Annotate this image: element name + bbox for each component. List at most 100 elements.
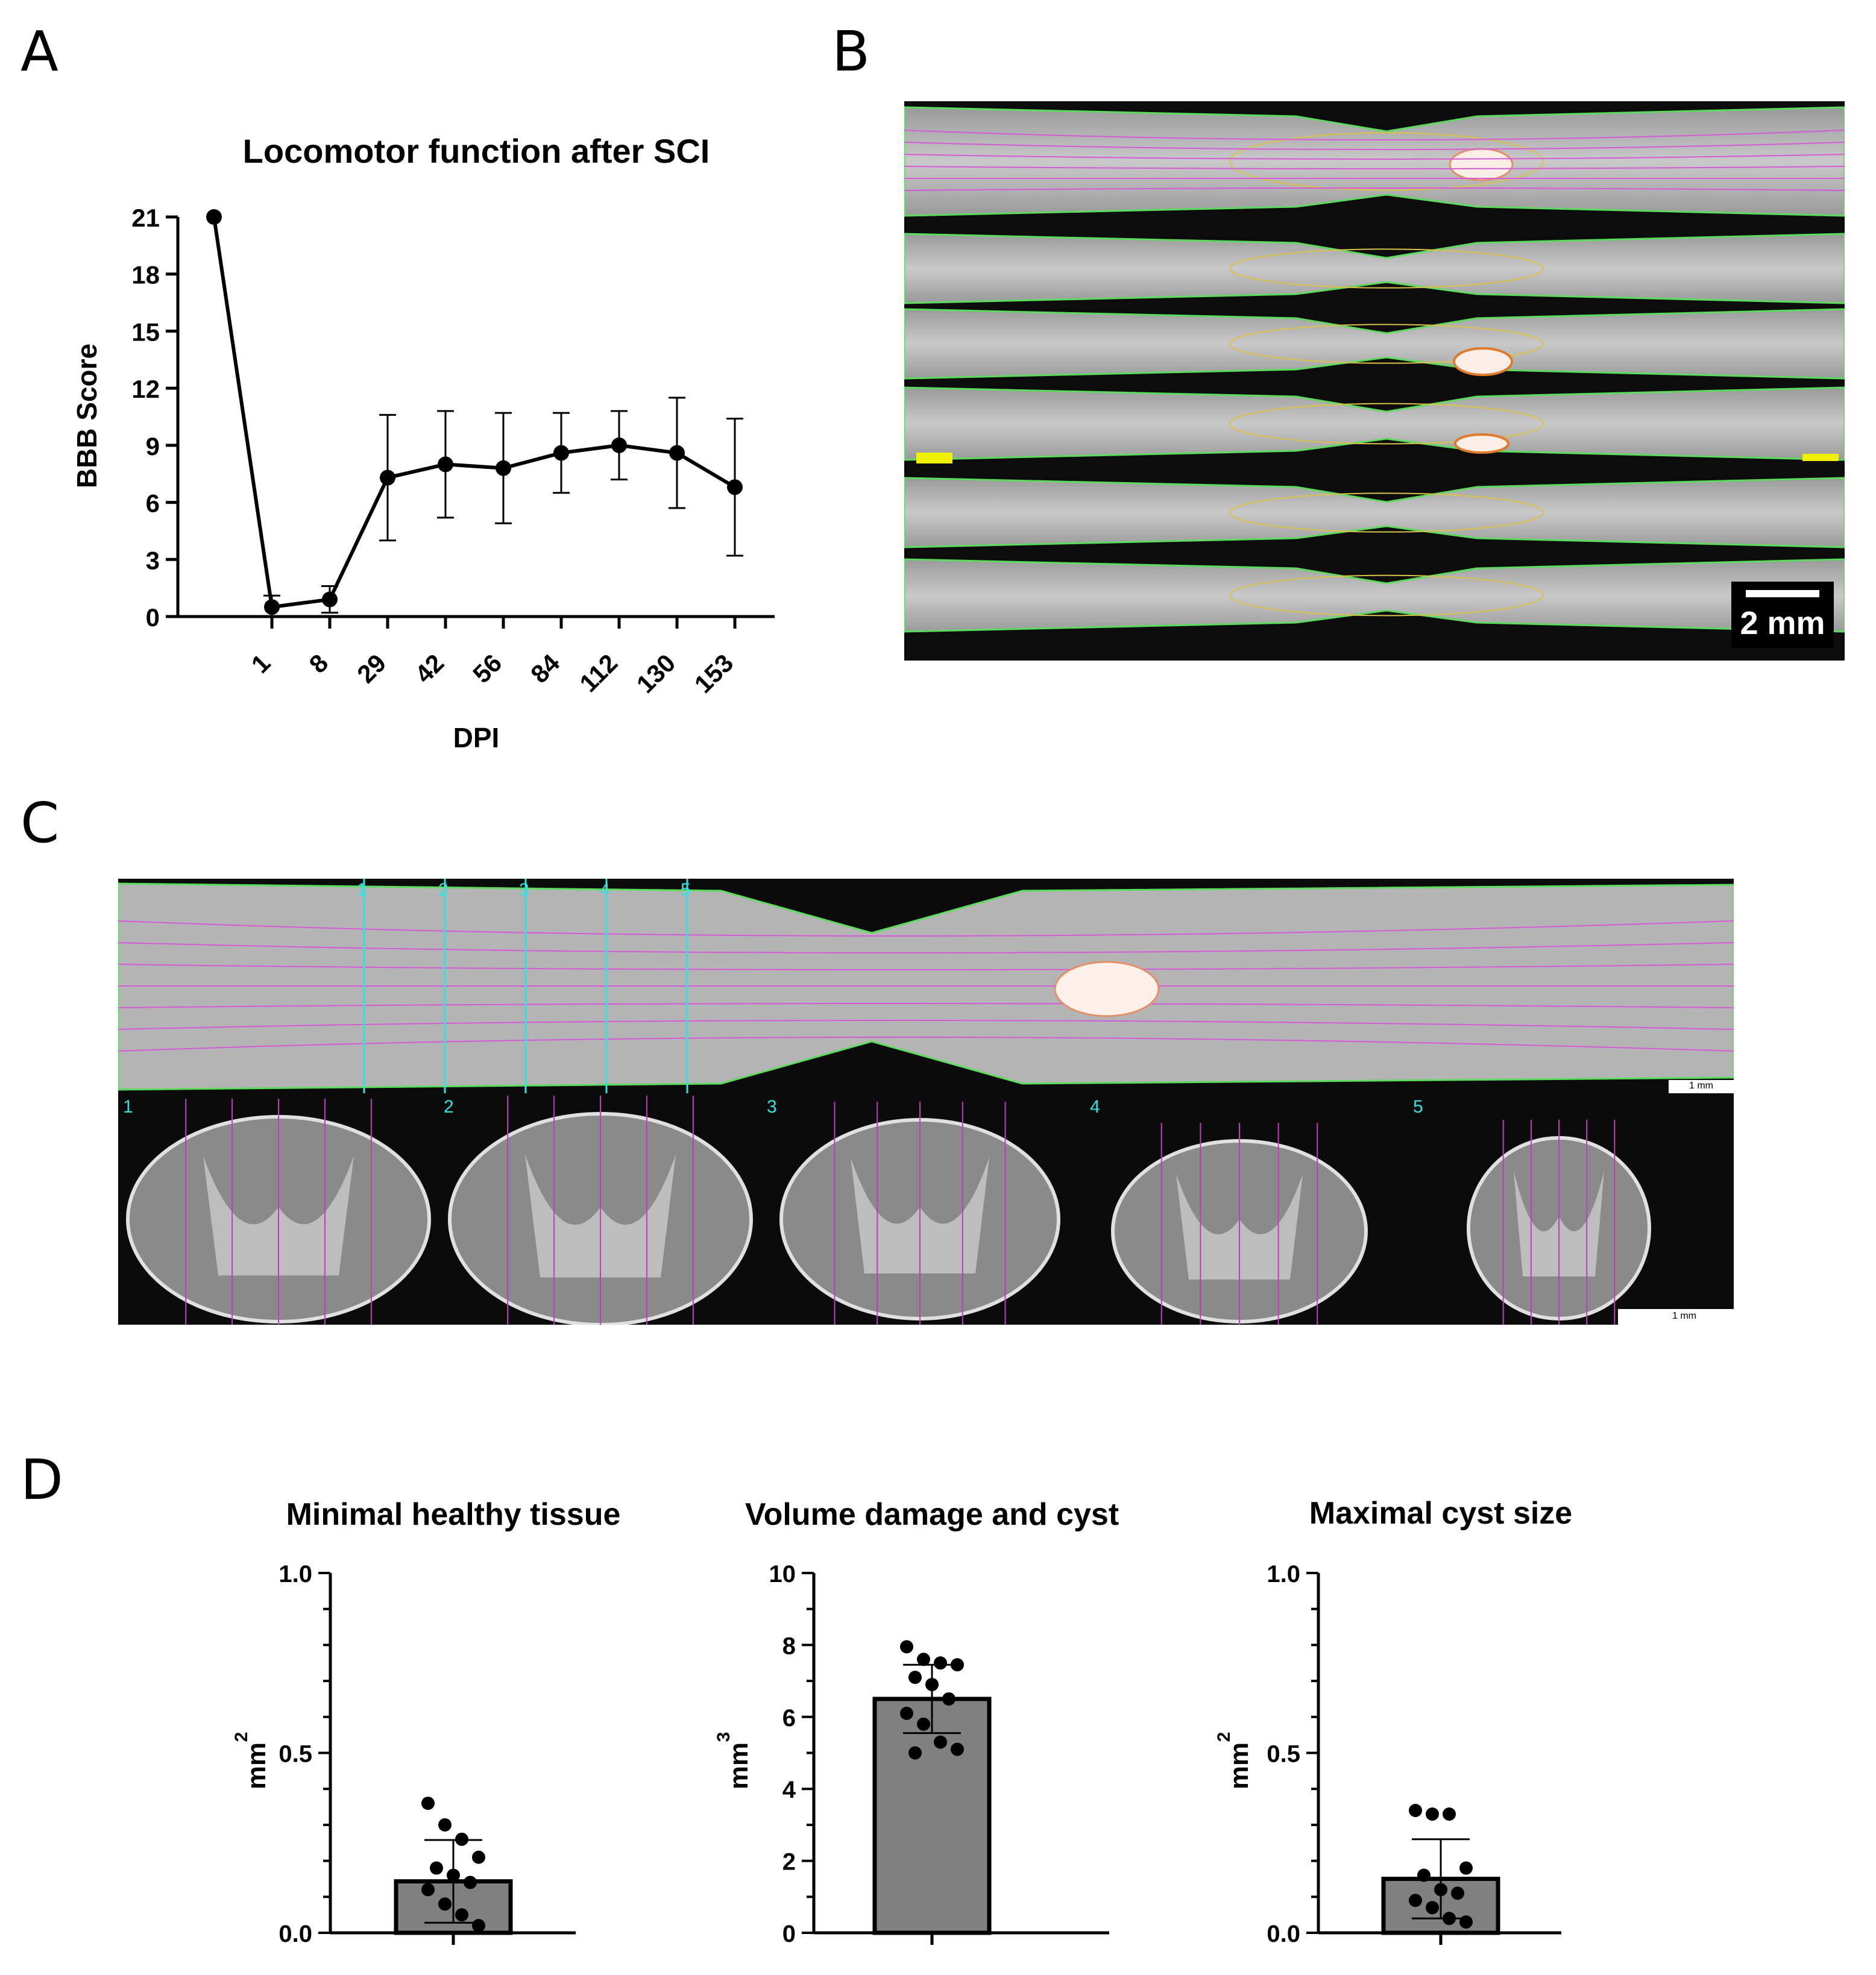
section-marker-3: 3: [519, 880, 529, 900]
fiber-line: [118, 942, 1734, 953]
bar: [872, 1697, 992, 1935]
panel-b-microscopy-image: 2 mm: [904, 101, 1845, 661]
fiber-line: [118, 1037, 1734, 1052]
data-point: [900, 1706, 913, 1720]
y-tick-label: 4: [782, 1777, 796, 1803]
y-tick-label: 0.0: [1267, 1921, 1300, 1947]
data-point: [380, 469, 395, 486]
data-point: [942, 1692, 955, 1706]
data-point: [900, 1640, 913, 1654]
panel-label-b: B: [832, 19, 870, 84]
data-point: [917, 1653, 930, 1666]
x-axis-label: DPI: [453, 722, 500, 753]
data-point: [934, 1735, 947, 1749]
data-point: [934, 1656, 947, 1670]
y-axis-label: mm: [1224, 1742, 1254, 1789]
data-point: [455, 1908, 468, 1922]
y-tick-label: 9: [146, 432, 160, 460]
section-marker-5: 5: [681, 880, 691, 900]
maximal-cyst-size-chart: Maximal cyst size 0.0 0.5 1.0 mm2: [1214, 1496, 1572, 1947]
y-axis-label: mm: [724, 1742, 754, 1789]
data-point: [669, 445, 685, 461]
data-point: [553, 445, 569, 461]
data-point: [430, 1861, 443, 1875]
yellow-segment: [1802, 454, 1839, 461]
data-point: [1426, 1901, 1439, 1915]
y-tick-label: 21: [131, 204, 160, 232]
panel-c-microscopy-image: 1 2 3 4 5 1 2 3 4 5 1 mm 1 mm: [118, 879, 1734, 1325]
y-axis-label-superscript: 2: [1214, 1732, 1234, 1742]
fiber-line: [118, 964, 1734, 970]
chart-title: Maximal cyst size: [1309, 1496, 1572, 1531]
data-point: [455, 1832, 468, 1846]
data-point: [925, 1678, 939, 1692]
data-point: [322, 591, 338, 608]
cross-scale-bar: 1 mm: [1618, 1309, 1734, 1325]
lesion-outline: [1229, 492, 1544, 533]
data-point: [1451, 1886, 1464, 1900]
lesion-outline: [1229, 324, 1544, 364]
cord-strip: [904, 233, 1845, 304]
data-point: [1443, 1912, 1456, 1926]
cyst-2: [1453, 347, 1513, 376]
fiber-line: [904, 154, 1845, 160]
cord-strip: [904, 477, 1845, 548]
data-point: [496, 460, 511, 476]
data-point: [438, 456, 453, 473]
fiber-line: [118, 920, 1734, 937]
data-point: [1434, 1883, 1447, 1897]
data-point: [1426, 1807, 1439, 1821]
panel-label-c: C: [20, 791, 60, 855]
section-marker-2: 2: [438, 880, 449, 900]
data-point: [951, 1658, 964, 1672]
data-point: [438, 1897, 452, 1911]
data-point: [727, 479, 743, 495]
section-marker-1: 1: [357, 880, 367, 900]
data-point: [421, 1797, 435, 1810]
cord-longitudinal-and-cross-sections: [118, 879, 1734, 1325]
y-tick-label: 6: [782, 1705, 796, 1732]
y-axis-label: BBB Score: [71, 344, 102, 488]
yellow-segment: [916, 453, 952, 463]
lesion-outline: [1229, 132, 1544, 191]
y-tick-label: 0.5: [1267, 1741, 1300, 1768]
y-tick-label: 10: [769, 1561, 796, 1587]
y-tick-label: 2: [782, 1849, 796, 1876]
cross-section-number-4: 4: [1090, 1097, 1100, 1117]
spinal-cord-strips-image: [904, 101, 1845, 661]
chart-title: Locomotor function after SCI: [243, 132, 710, 170]
y-axis-label: mm: [242, 1742, 271, 1789]
data-point: [1459, 1861, 1473, 1875]
fiber-line: [904, 130, 1845, 140]
data-point: [908, 1746, 922, 1760]
y-tick-label: 1.0: [279, 1561, 312, 1587]
cross-scale-bar-label: 1 mm: [1672, 1311, 1696, 1321]
data-point: [421, 1883, 435, 1897]
long-scale-bar: 1 mm: [1669, 1080, 1734, 1093]
y-tick-label: 1.0: [1267, 1561, 1300, 1587]
y-tick-label: 18: [131, 261, 160, 289]
cord-strip: [904, 386, 1845, 461]
fiber-line: [904, 142, 1845, 150]
data-point: [1417, 1868, 1431, 1882]
data-point: [464, 1876, 477, 1889]
data-point: [264, 599, 280, 615]
fiber-line: [904, 187, 1845, 191]
fiber-line: [118, 1020, 1734, 1030]
data-point: [1459, 1915, 1473, 1929]
series-line: [212, 216, 736, 609]
data-point: [908, 1671, 922, 1685]
y-tick-label: 0.0: [279, 1921, 312, 1947]
data-point: [447, 1868, 460, 1882]
data-point: [438, 1818, 452, 1832]
cyst: [1054, 961, 1160, 1017]
y-tick-label: 12: [131, 375, 160, 403]
panel-label-a: A: [20, 19, 58, 84]
section-marker-4: 4: [600, 880, 610, 900]
chart-title: Volume damage and cyst: [745, 1497, 1119, 1532]
y-tick-label: 8: [782, 1633, 796, 1659]
lesion-outline: [1229, 248, 1544, 289]
y-tick-label: 0: [146, 603, 160, 632]
cross-section-number-2: 2: [444, 1097, 454, 1117]
fiber-line: [904, 166, 1845, 169]
